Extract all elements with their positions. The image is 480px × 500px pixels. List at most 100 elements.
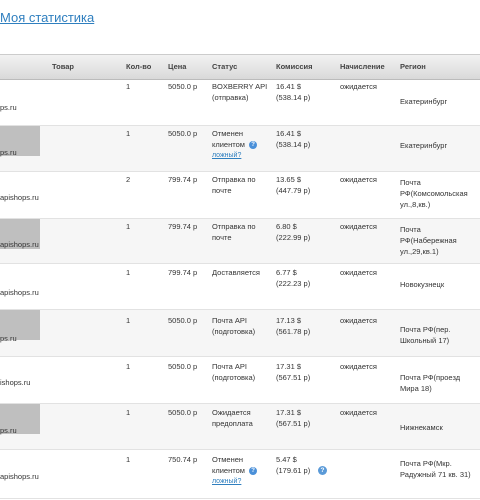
status-cell: Почта API (подготовка) bbox=[212, 362, 256, 382]
status-cell: BOXBERRY API (отправка) bbox=[212, 82, 268, 102]
commission-cell: 16.41 $ (538.14 р) bbox=[276, 128, 310, 150]
status-text: Отменен клиентом bbox=[212, 129, 245, 149]
row-thumbnail bbox=[0, 404, 40, 434]
status-cell: Отменен клиентом ? ложный? bbox=[212, 128, 272, 161]
site-link[interactable]: ps.ru bbox=[0, 148, 17, 157]
commission-usd: 17.31 $ bbox=[276, 362, 302, 371]
help-icon[interactable]: ? bbox=[249, 141, 258, 150]
table-row: ps.ru 1 5050.0 р BOXBERRY API (отправка)… bbox=[0, 79, 480, 126]
commission-usd: 6.77 $ bbox=[276, 268, 297, 277]
commission-rub: (567.51 р) bbox=[276, 373, 311, 382]
region-cell: Нижнекамск bbox=[400, 423, 443, 432]
commission-cell: 6.77 $ (222.23 р) bbox=[276, 267, 310, 289]
commission-rub: (447.79 р) bbox=[276, 186, 311, 195]
region-cell: Екатеринбург bbox=[400, 141, 448, 150]
commission-cell: 16.41 $ (538.14 р) bbox=[276, 81, 310, 103]
qty-cell: 1 bbox=[126, 222, 131, 231]
site-link[interactable]: ps.ru bbox=[0, 334, 17, 343]
region-cell: Екатеринбург bbox=[400, 97, 448, 106]
price-cell: 799.74 р bbox=[168, 175, 198, 184]
table-row: apishops.ru 1 750.74 р Отменен клиентом … bbox=[0, 450, 480, 499]
row-thumbnail bbox=[0, 219, 40, 249]
help-icon[interactable]: ? bbox=[249, 467, 258, 476]
commission-cell: 5.47 $ (179.61 р) bbox=[276, 454, 310, 476]
table-row: apishops.ru 2 799.74 р Отправка по почте… bbox=[0, 172, 480, 219]
qty-cell: 1 bbox=[126, 82, 131, 91]
table-row: ishops.ru 1 5050.0 р Почта API (подготов… bbox=[0, 357, 480, 404]
col-product[interactable]: Товар bbox=[52, 62, 74, 71]
accrual-cell: ожидается bbox=[340, 362, 377, 371]
price-cell: 5050.0 р bbox=[168, 408, 198, 417]
table-row: ps.ru 1 5050.0 р Почта API (подготовка) … bbox=[0, 310, 480, 357]
accrual-cell: ожидается bbox=[340, 316, 377, 325]
col-price[interactable]: Цена bbox=[168, 62, 187, 71]
qty-cell: 1 bbox=[126, 129, 131, 138]
table-row: ps.ru 1 5050.0 р Отменен клиентом ? ложн… bbox=[0, 126, 480, 172]
qty-cell: 1 bbox=[126, 362, 131, 371]
qty-cell: 1 bbox=[126, 316, 131, 325]
qty-cell: 1 bbox=[126, 455, 131, 464]
page-title[interactable]: Моя статистика bbox=[0, 10, 95, 25]
status-cell: Отменен клиентом ? ложный? bbox=[212, 454, 272, 487]
site-link[interactable]: ps.ru bbox=[0, 103, 17, 112]
price-cell: 750.74 р bbox=[168, 455, 198, 464]
commission-usd: 6.80 $ bbox=[276, 222, 297, 231]
commission-usd: 17.13 $ bbox=[276, 316, 302, 325]
price-cell: 5050.0 р bbox=[168, 82, 198, 91]
col-commission[interactable]: Комиссия bbox=[276, 62, 313, 71]
commission-cell: 17.31 $ (567.51 р) bbox=[276, 361, 310, 383]
qty-cell: 2 bbox=[126, 175, 131, 184]
price-cell: 5050.0 р bbox=[168, 316, 198, 325]
table-header: Товар Кол-во Цена Статус Комиссия Начисл… bbox=[0, 54, 480, 80]
commission-rub: (567.51 р) bbox=[276, 419, 311, 428]
site-link[interactable]: apishops.ru bbox=[0, 193, 39, 202]
col-status[interactable]: Статус bbox=[212, 62, 238, 71]
site-link[interactable]: apishops.ru bbox=[0, 240, 39, 249]
fake-link[interactable]: ложный? bbox=[212, 152, 242, 159]
accrual-cell: ожидается bbox=[340, 175, 377, 184]
site-link[interactable]: ishops.ru bbox=[0, 378, 31, 387]
commission-usd: 5.47 $ bbox=[276, 455, 297, 464]
row-thumbnail bbox=[0, 310, 40, 340]
status-cell: Доставляется bbox=[212, 268, 260, 277]
help-icon[interactable]: ? bbox=[318, 466, 327, 475]
col-qty[interactable]: Кол-во bbox=[126, 62, 152, 71]
commission-usd: 17.31 $ bbox=[276, 408, 302, 417]
site-link[interactable]: apishops.ru bbox=[0, 288, 39, 297]
region-cell: Почта РФ(проезд Мира 18) bbox=[400, 373, 461, 393]
commission-usd: 16.41 $ bbox=[276, 129, 302, 138]
accrual-cell: ожидается bbox=[340, 268, 377, 277]
price-cell: 5050.0 р bbox=[168, 129, 198, 138]
commission-cell: 13.65 $ (447.79 р) bbox=[276, 174, 310, 196]
status-cell: Почта API (подготовка) bbox=[212, 316, 256, 336]
accrual-cell: ожидается bbox=[340, 82, 377, 91]
col-accrual[interactable]: Начисление bbox=[340, 62, 385, 71]
col-region[interactable]: Регион bbox=[400, 62, 426, 71]
qty-cell: 1 bbox=[126, 268, 131, 277]
row-thumbnail bbox=[0, 126, 40, 156]
price-cell: 5050.0 р bbox=[168, 362, 198, 371]
commission-rub: (538.14 р) bbox=[276, 140, 311, 149]
region-cell: Почта РФ(Мкр. Радужный 71 кв. 31) bbox=[400, 459, 471, 479]
qty-cell: 1 bbox=[126, 408, 131, 417]
commission-cell: 17.13 $ (561.78 р) bbox=[276, 315, 310, 337]
accrual-cell: ожидается bbox=[340, 408, 377, 417]
commission-rub: (222.99 р) bbox=[276, 233, 311, 242]
site-link[interactable]: ps.ru bbox=[0, 426, 17, 435]
commission-cell: 6.80 $ (222.99 р) bbox=[276, 221, 310, 243]
region-cell: Почта РФ(Набережная ул.,29,кв.1) bbox=[400, 225, 457, 256]
site-link[interactable]: apishops.ru bbox=[0, 472, 39, 481]
commission-rub: (222.23 р) bbox=[276, 279, 311, 288]
accrual-cell: ожидается bbox=[340, 222, 377, 231]
table-row: apishops.ru 1 799.74 р Отправка по почте… bbox=[0, 219, 480, 264]
status-cell: Ожидается предоплата bbox=[212, 408, 253, 428]
commission-usd: 16.41 $ bbox=[276, 82, 302, 91]
commission-rub: (561.78 р) bbox=[276, 327, 311, 336]
fake-link[interactable]: ложный? bbox=[212, 478, 242, 485]
price-cell: 799.74 р bbox=[168, 268, 198, 277]
table-row: ps.ru 1 5050.0 р Ожидается предоплата 17… bbox=[0, 404, 480, 450]
commission-rub: (179.61 р) bbox=[276, 466, 311, 475]
status-cell: Отправка по почте bbox=[212, 175, 256, 195]
status-cell: Отправка по почте bbox=[212, 222, 256, 242]
commission-cell: 17.31 $ (567.51 р) bbox=[276, 407, 310, 429]
